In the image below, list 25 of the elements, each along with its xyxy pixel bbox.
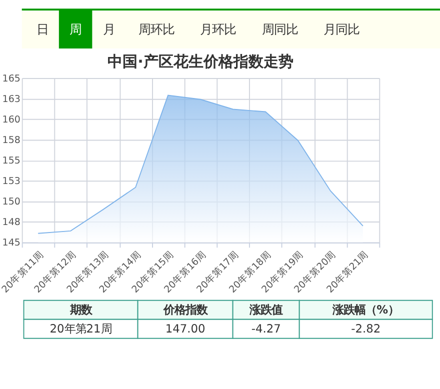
text: 20年第21周: [50, 322, 112, 336]
y-tick-label: 150: [2, 196, 20, 208]
text: 价格指数: [162, 302, 208, 317]
text: 涨跌值: [248, 302, 283, 317]
text: -2.82: [351, 322, 381, 336]
text: 月同比: [324, 22, 360, 36]
y-tick-label: 148: [2, 217, 20, 228]
text: 期数: [68, 302, 93, 317]
y-tick-label: 158: [2, 134, 20, 146]
text: 周: [70, 22, 82, 36]
y-tick-label: 153: [2, 176, 20, 188]
chart-title: 中国·产区花生价格指数走势: [108, 52, 294, 71]
text: 周环比: [138, 22, 174, 36]
text: 147.00: [165, 322, 206, 336]
y-tick-label: 165: [2, 73, 20, 84]
y-tick-label: 163: [2, 94, 20, 105]
y-tick-label: 145: [2, 238, 20, 249]
text: 日: [36, 22, 48, 36]
text: 月环比: [200, 22, 236, 36]
text: 月: [102, 22, 115, 36]
text: -4.27: [251, 322, 281, 336]
text: 涨跌幅（%）: [332, 302, 400, 317]
y-tick-label: 155: [2, 156, 20, 167]
y-tick-label: 160: [2, 114, 20, 126]
text: 周同比: [262, 22, 298, 36]
